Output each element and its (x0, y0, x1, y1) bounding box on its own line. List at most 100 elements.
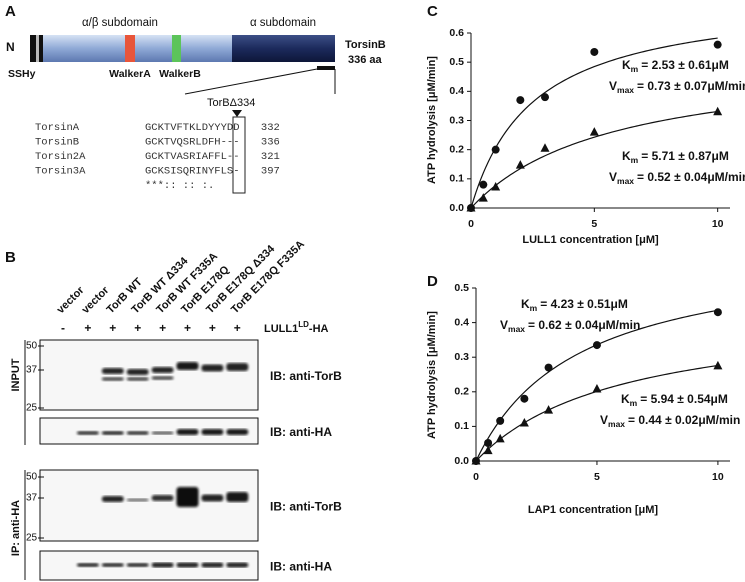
walker-label: WalkerB (159, 68, 201, 80)
data-point (713, 308, 722, 317)
y-tick-label: 0.4 (454, 316, 469, 328)
size-marker: 37 (26, 365, 38, 376)
band (226, 363, 249, 371)
signal-block (30, 35, 36, 62)
annotation-text: = 0.44 ± 0.02μM/min (628, 413, 740, 427)
annotation-text: = 0.52 ± 0.04μM/min (637, 170, 745, 184)
data-point (516, 96, 525, 105)
band (151, 495, 174, 501)
annotation-sub: max (617, 85, 634, 95)
annotation-sub: m (631, 64, 639, 74)
y-tick-label: 0.2 (454, 386, 469, 398)
x-tick-label: 5 (591, 218, 597, 230)
fit-annotation: Vmax = 0.73 ± 0.07μM/min (609, 79, 745, 95)
x-axis-title: LULL1 concentration [μM] (522, 234, 659, 246)
fit-annotation: Km = 5.94 ± 0.54μM (621, 392, 728, 408)
fit-annotation: Vmax = 0.52 ± 0.04μM/min (609, 170, 745, 186)
band (76, 431, 99, 435)
data-point (713, 360, 723, 370)
size-marker: 50 (26, 472, 38, 483)
fit-annotation: Vmax = 0.62 ± 0.04μM/min (500, 318, 640, 334)
fit-curve (470, 37, 718, 209)
band (126, 431, 149, 435)
data-point (491, 145, 500, 154)
band (151, 431, 174, 435)
side-label: IP: anti-HA (10, 500, 22, 556)
band (201, 562, 224, 568)
y-tick-label: 0.2 (449, 143, 464, 155)
sequence-end: 321 (261, 151, 280, 163)
x-axis-title: LAP1 concentration [μM] (528, 504, 659, 516)
sequence: GCKTVASRIAFFL-- (145, 151, 240, 163)
band (126, 498, 149, 502)
data-point (491, 182, 501, 191)
blot-label: IB: anti-HA (270, 425, 332, 439)
lane-sign: + (134, 321, 141, 335)
annotation-text: = 0.62 ± 0.04μM/min (528, 318, 640, 332)
x-tick-label: 0 (473, 471, 479, 483)
lane-sign: + (109, 321, 116, 335)
band (126, 563, 149, 567)
mutant-label: TorBΔ334 (207, 97, 255, 109)
data-point (478, 193, 488, 202)
blot-label: IB: anti-HA (270, 560, 332, 574)
size-marker: 50 (26, 341, 38, 352)
y-axis-title: ATP hydrolysis [μM/min] (426, 311, 438, 439)
data-point (496, 416, 505, 425)
annotation-symbol: K (622, 149, 631, 163)
data-point (484, 439, 493, 448)
sequence-name: Torsin2A (35, 151, 86, 163)
sequence: GCKTVFTKLDYYYDD (145, 122, 240, 134)
blot (39, 417, 259, 445)
y-tick-label: 0.3 (449, 114, 464, 126)
sequence: GCKSISQRINYFLS- (145, 165, 240, 177)
data-point (483, 445, 493, 455)
y-tick-label: 0.0 (454, 455, 469, 467)
x-tick-label: 10 (712, 218, 724, 230)
lane-sign: + (84, 321, 91, 335)
walker-a-band (125, 35, 135, 62)
sequence-name: TorsinB (35, 136, 79, 148)
blot (39, 469, 259, 542)
data-point (589, 127, 599, 136)
data-point (471, 456, 481, 465)
data-point (519, 417, 529, 427)
y-tick-label: 0.4 (449, 85, 464, 97)
annotation-text: = 2.53 ± 0.61μM (641, 58, 729, 72)
fit-annotation: Vmax = 0.44 ± 0.02μM/min (600, 413, 740, 429)
domain-label: α/β subdomain (82, 17, 158, 29)
lull-sup: LD (298, 320, 309, 329)
ss-label: SSHy (8, 68, 36, 80)
size-marker: 25 (26, 533, 38, 544)
sequence: GCKTVQSRLDFH--- (145, 136, 240, 148)
panel-label: C (427, 3, 438, 20)
band (126, 377, 149, 381)
walker-b-band (172, 35, 181, 62)
annotation-sub: m (630, 398, 638, 408)
band (176, 487, 199, 507)
zoom-line (184, 68, 318, 95)
sequence-name: Torsin3A (35, 165, 86, 177)
sequence-end: 397 (261, 165, 280, 177)
hydrophobic-block (39, 35, 43, 62)
lull-label: LULL1LD-HA (264, 320, 329, 335)
lane-sign: + (159, 321, 166, 335)
sequence-name: TorsinA (35, 122, 80, 134)
protein-name: TorsinB (345, 39, 386, 51)
blot-label: IB: anti-TorB (270, 369, 342, 383)
blot-label: IB: anti-TorB (270, 500, 342, 514)
y-tick-label: 0.1 (449, 173, 464, 185)
x-tick-label: 10 (712, 471, 724, 483)
lane-sign: + (234, 321, 241, 335)
data-point (540, 143, 550, 152)
lull-suffix: -HA (309, 323, 329, 335)
alpha-domain-band (232, 35, 335, 62)
y-tick-label: 0.5 (454, 282, 469, 294)
panel-label: D (427, 273, 438, 290)
data-point (466, 203, 476, 212)
band (76, 563, 99, 567)
walker-label: WalkerA (109, 68, 151, 80)
annotation-sub: max (508, 324, 525, 334)
data-point (544, 363, 553, 372)
